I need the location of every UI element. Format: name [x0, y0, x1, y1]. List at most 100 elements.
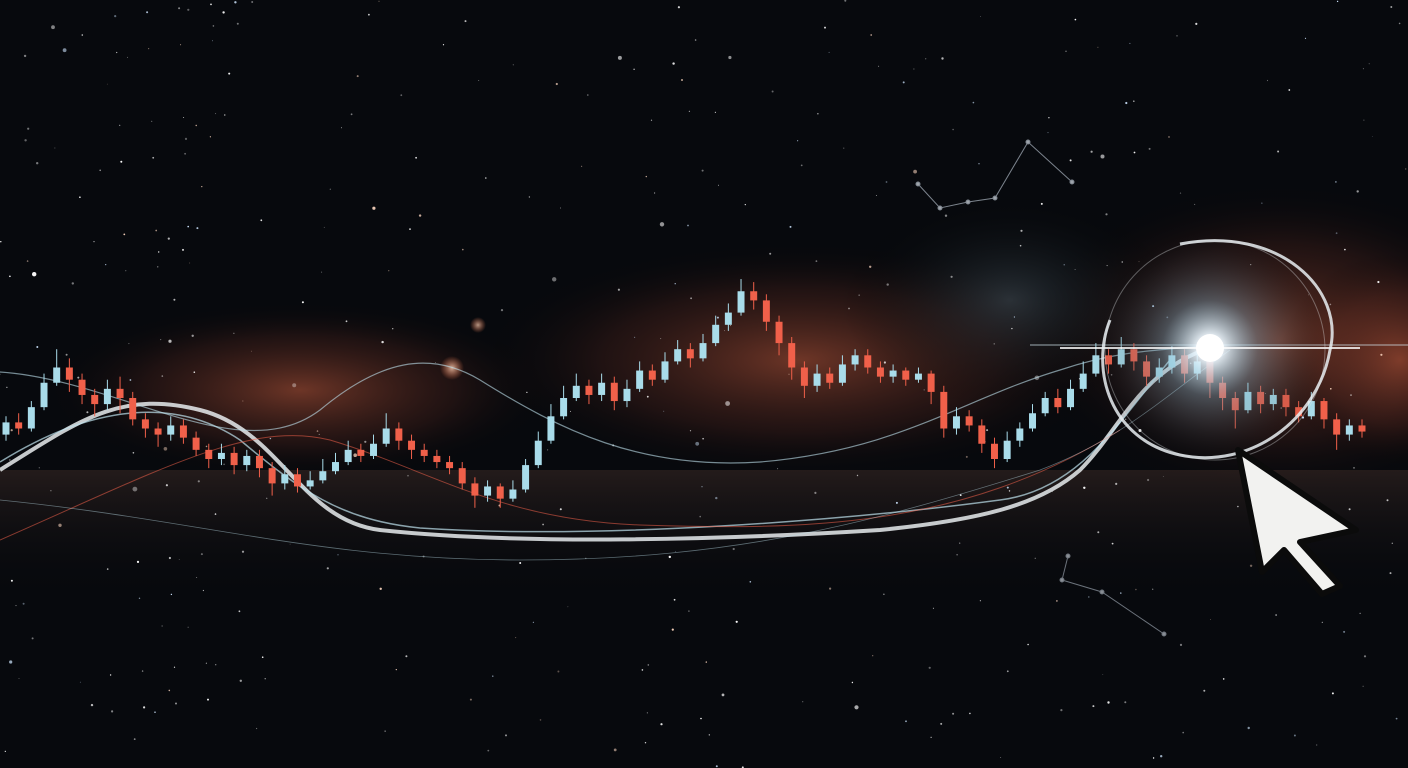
star — [644, 742, 647, 744]
candle-body — [53, 367, 61, 383]
star — [152, 156, 155, 159]
star — [1335, 181, 1337, 183]
star — [952, 128, 954, 131]
star — [1386, 499, 1389, 502]
candle-body — [420, 449, 428, 456]
star — [547, 449, 549, 451]
candle-body — [838, 364, 846, 383]
candle-bullish — [306, 471, 314, 490]
star — [1133, 100, 1135, 102]
candle-body — [230, 452, 238, 466]
star — [233, 332, 235, 334]
star — [788, 373, 790, 375]
candle-bearish — [965, 410, 973, 432]
candle-body — [572, 385, 580, 398]
star — [650, 119, 653, 121]
star — [119, 124, 121, 126]
star — [689, 430, 692, 432]
star — [886, 283, 889, 286]
candle-bullish — [40, 373, 48, 411]
star — [777, 468, 779, 470]
candle-body — [724, 312, 732, 325]
star — [9, 459, 11, 461]
candle-body — [610, 382, 618, 402]
candle-body — [585, 385, 593, 395]
star — [1148, 147, 1151, 150]
star — [1336, 0, 1339, 3]
candle-bearish — [268, 462, 276, 496]
candle-body — [1333, 419, 1341, 435]
constellation-icon — [1059, 553, 1167, 637]
star — [24, 139, 27, 142]
star — [714, 111, 717, 113]
star — [99, 169, 101, 172]
star — [1027, 643, 1029, 646]
candle-bullish — [382, 413, 390, 447]
candle-bullish — [522, 459, 530, 493]
star — [148, 48, 150, 50]
star — [228, 72, 231, 75]
star — [422, 555, 425, 558]
star — [1115, 482, 1118, 485]
star — [22, 602, 25, 605]
star — [6, 386, 8, 388]
candle-body — [534, 440, 542, 466]
candle-bullish — [889, 364, 897, 383]
highlight-ring-icon — [1101, 239, 1334, 461]
star — [368, 13, 370, 16]
candle-body — [902, 370, 910, 380]
star — [1000, 757, 1002, 758]
star — [269, 437, 272, 440]
candle-bullish — [167, 416, 175, 441]
star — [1304, 37, 1307, 40]
star — [519, 562, 522, 564]
star — [980, 16, 981, 17]
star — [155, 229, 158, 232]
star — [724, 330, 725, 332]
star — [0, 373, 1, 375]
star — [1222, 678, 1225, 680]
star — [201, 186, 203, 188]
star — [378, 0, 380, 2]
candle-body — [623, 388, 631, 402]
candle-bullish — [1079, 361, 1087, 392]
candle-body — [332, 462, 339, 472]
star — [261, 656, 264, 658]
star — [581, 165, 583, 167]
star — [1344, 248, 1346, 251]
star — [251, 350, 252, 352]
star — [4, 750, 6, 753]
star — [381, 340, 384, 344]
star — [1330, 388, 1332, 390]
star — [356, 75, 359, 78]
star — [1363, 119, 1365, 121]
star — [732, 547, 735, 551]
candle-body — [27, 407, 35, 429]
star — [1329, 303, 1332, 306]
candle-bullish — [560, 385, 568, 420]
candle-bearish — [91, 388, 99, 417]
star — [196, 577, 198, 578]
candle-bearish — [408, 434, 416, 459]
candle-body — [991, 443, 998, 459]
star — [1277, 150, 1280, 153]
star — [1013, 316, 1016, 318]
star — [168, 339, 172, 343]
candle-bearish — [648, 364, 656, 386]
nebula — [0, 180, 1408, 600]
star — [200, 553, 203, 556]
candle-body — [648, 370, 656, 380]
candle-bearish — [357, 443, 365, 463]
star — [567, 606, 569, 608]
star — [395, 669, 397, 671]
star — [184, 137, 188, 140]
star — [725, 401, 730, 406]
candle-bullish — [623, 379, 631, 408]
candle-bullish — [319, 459, 327, 484]
candle-body — [370, 443, 377, 456]
star — [337, 554, 339, 556]
star — [214, 513, 217, 515]
candle-bearish — [395, 422, 403, 450]
lens-flare-icon — [1060, 228, 1360, 468]
star — [114, 15, 117, 18]
